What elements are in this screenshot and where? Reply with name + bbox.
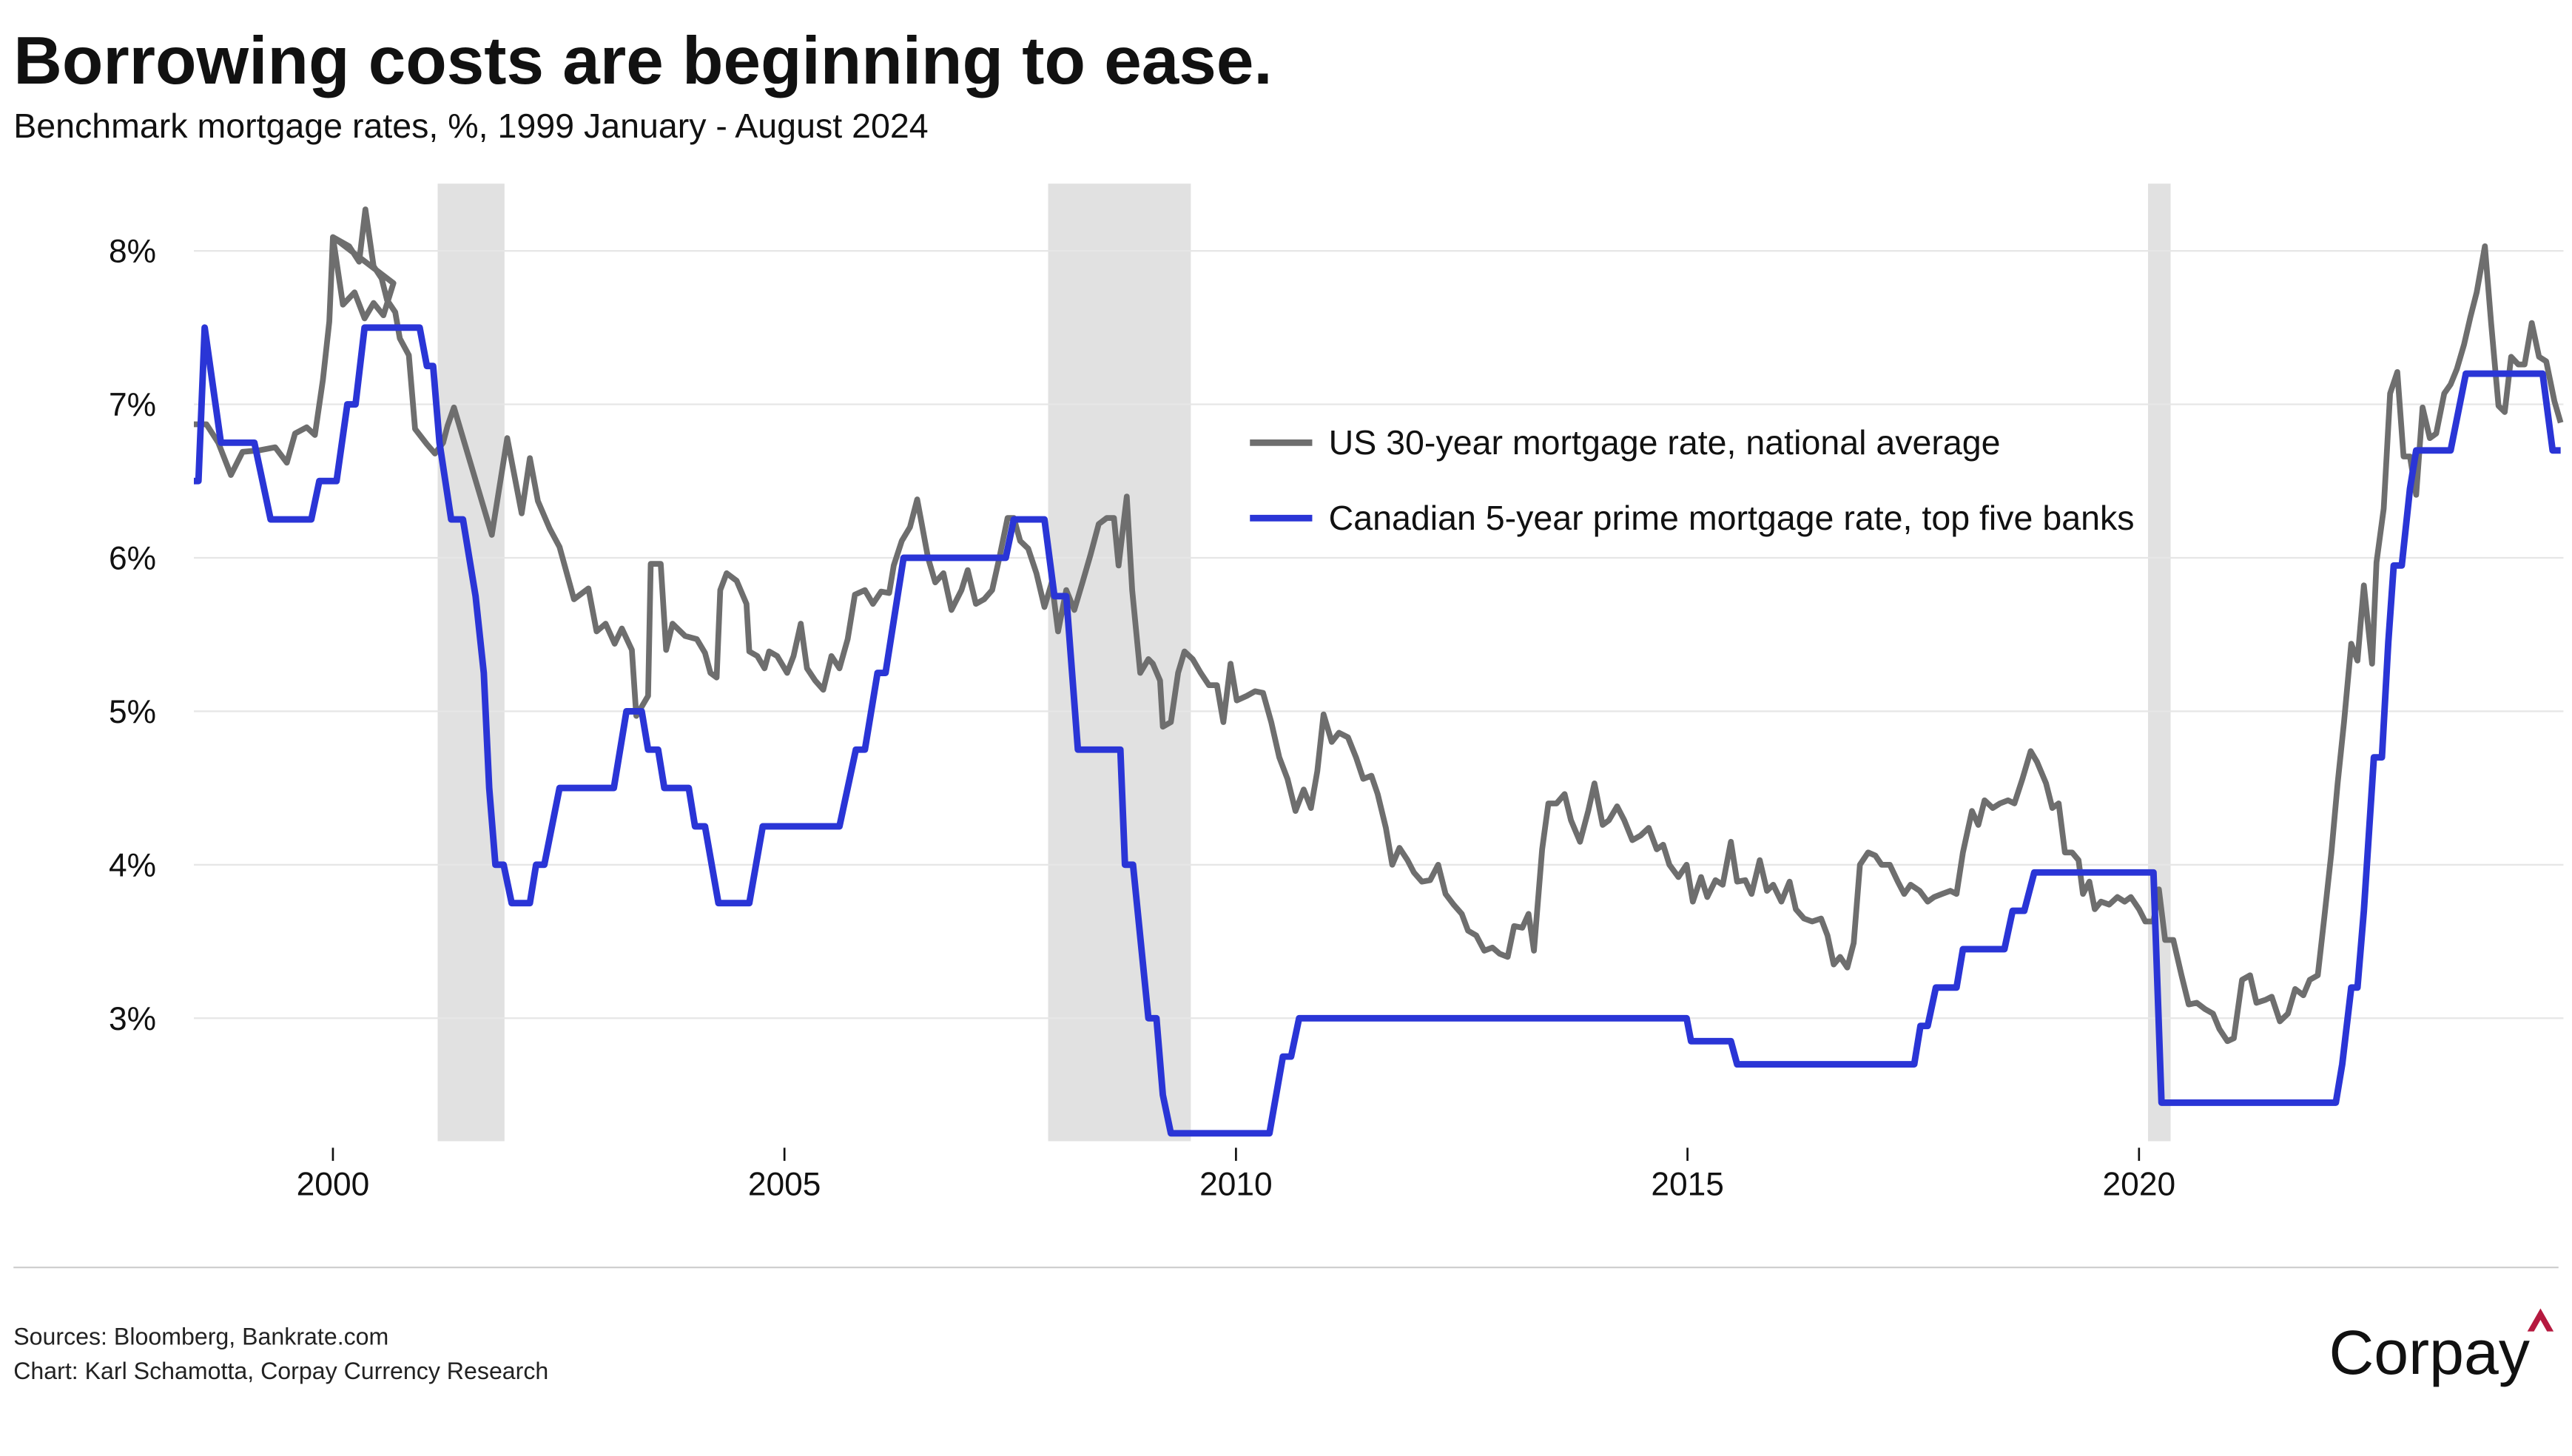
y-tick-label: 3% [109,1001,156,1037]
x-tick-label: 2005 [748,1167,821,1203]
x-tick-label: 2020 [2103,1167,2176,1203]
gridlines [194,249,2564,1019]
y-tick-label: 7% [109,387,156,423]
y-tick-label: 5% [109,694,156,730]
y-axis: 3% 4% 5% 6% 7% 8% [109,234,156,1037]
recession-shading [437,183,2171,1142]
chart-title: Borrowing costs are beginning to ease. [13,24,1272,98]
series-lines [194,206,2564,1137]
x-tick-label: 2010 [1199,1167,1273,1203]
x-tick-label: 2015 [1651,1167,1724,1203]
chart-subtitle: Benchmark mortgage rates, %, 1999 Januar… [13,107,928,145]
x-tick-label: 2000 [297,1167,370,1203]
chart-credit: Chart: Karl Schamotta, Corpay Currency R… [13,1358,548,1384]
legend-label-us: US 30-year mortgage rate, national avera… [1329,423,2001,462]
series-line-canada [194,324,2561,1137]
y-tick-label: 4% [109,847,156,883]
legend: US 30-year mortgage rate, national avera… [1250,423,2135,537]
legend-label-canada: Canadian 5-year prime mortgage rate, top… [1329,499,2135,537]
logo-wordmark: Corpay [2329,1318,2530,1387]
y-tick-label: 6% [109,540,156,576]
recession-band [437,183,505,1142]
x-axis: 2000 2005 2010 2015 2020 [297,1147,2176,1203]
series-line-us [194,206,2564,1045]
corpay-logo: Corpay [2329,1308,2554,1387]
y-tick-label: 8% [109,234,156,270]
logo-caret-icon [2527,1308,2554,1332]
sources-note: Sources: Bloomberg, Bankrate.com [13,1323,388,1349]
